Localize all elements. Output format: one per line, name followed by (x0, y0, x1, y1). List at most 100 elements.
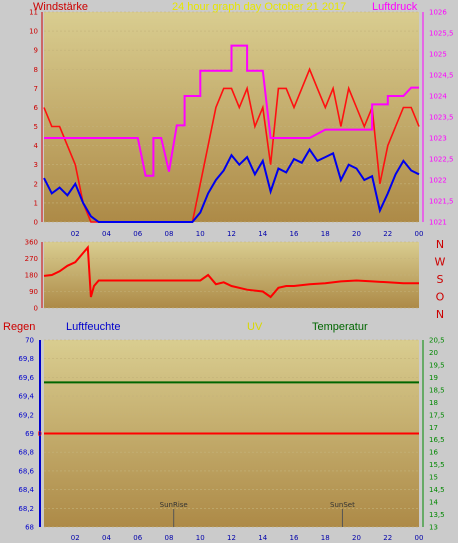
temperature-tick-label: 13,5 (429, 511, 445, 519)
hour-tick-label: 22 (383, 230, 392, 238)
pressure-tick-label: 1023,5 (429, 114, 454, 122)
compass-label: S (437, 273, 444, 286)
hour-tick-label: 06 (133, 230, 142, 238)
pressure-tick-label: 1021 (429, 219, 447, 227)
temperature-tick-label: 18,5 (429, 386, 445, 394)
temperature-tick-label: 15 (429, 474, 438, 482)
rain-value-label: 0 (38, 430, 42, 438)
hour-tick-label: 08 (165, 534, 174, 542)
hour-tick-label: 16 (290, 230, 299, 238)
pressure-tick-label: 1023 (429, 135, 447, 143)
wind-average-line (43, 147, 420, 223)
humidity-tick-label: 68,6 (18, 467, 34, 475)
humidity-label: Luftfeuchte (66, 321, 121, 333)
pressure-tick-label: 1022 (429, 177, 447, 185)
direction-tick-label: 0 (34, 305, 38, 313)
sunset-label: SunSet (330, 501, 355, 509)
humidity-tick-label: 69,8 (18, 355, 34, 363)
direction-tick-label: 180 (25, 272, 38, 280)
temperature-tick-label: 20 (429, 349, 438, 357)
temperature-tick-label: 16,5 (429, 436, 445, 444)
hour-tick-label: 04 (102, 230, 111, 238)
hour-tick-label: 14 (258, 230, 267, 238)
humidity-tick-label: 68,8 (18, 449, 34, 457)
temperature-tick-label: 20,5 (429, 337, 445, 345)
wind-tick-label: 8 (34, 66, 38, 74)
humidity-tick-label: 68,2 (18, 505, 34, 513)
pressure-tick-label: 1026 (429, 9, 447, 17)
rain-label: Regen (3, 321, 36, 333)
compass-label: N (436, 238, 444, 251)
temperature-tick-label: 18 (429, 399, 438, 407)
hour-tick-label: 12 (227, 230, 236, 238)
wind-tick-label: 5 (34, 123, 38, 131)
hour-tick-label: 10 (196, 230, 205, 238)
hour-tick-label: 20 (352, 230, 361, 238)
hour-tick-label: 04 (102, 534, 111, 542)
direction-tick-label: 90 (29, 288, 38, 296)
hour-tick-label: 18 (321, 534, 330, 542)
hour-tick-label: 16 (290, 534, 299, 542)
humidity-tick-label: 69,2 (18, 411, 34, 419)
wind-tick-label: 1 (34, 199, 38, 207)
pressure-tick-label: 1024,5 (429, 72, 454, 80)
hour-tick-label: 18 (321, 230, 330, 238)
humidity-tick-label: 68 (25, 524, 34, 532)
temperature-tick-label: 17,5 (429, 411, 445, 419)
pressure-tick-label: 1024 (429, 93, 447, 101)
hour-tick-label: 02 (71, 534, 80, 542)
hour-tick-label: 00 (415, 230, 424, 238)
hour-tick-label: 12 (227, 534, 236, 542)
pressure-tick-label: 1025,5 (429, 30, 454, 38)
sunrise-label: SunRise (160, 501, 188, 509)
humidity-tick-label: 69,6 (18, 374, 34, 382)
wind-tick-label: 11 (29, 9, 38, 17)
chart-title: 24 hour graph day October 21 2017 (172, 1, 347, 13)
compass-label: N (436, 308, 444, 321)
wind-plot-area (44, 12, 419, 222)
pressure-tick-label: 1021,5 (429, 198, 454, 206)
temperature-tick-label: 15,5 (429, 461, 445, 469)
hour-tick-label: 02 (71, 230, 80, 238)
pressure-tick-label: 1025 (429, 51, 447, 59)
pressure-line (44, 44, 419, 177)
temperature-tick-label: 14 (429, 499, 438, 507)
uv-label: UV (247, 321, 263, 333)
humidity-tick-label: 69 (25, 430, 34, 438)
humidity-tick-label: 68,4 (18, 486, 34, 494)
temperature-tick-label: 19,5 (429, 361, 445, 369)
wind-tick-label: 3 (34, 161, 38, 169)
temperature-tick-label: 19 (429, 374, 438, 382)
wind-tick-label: 0 (34, 219, 38, 227)
wind-tick-label: 10 (29, 28, 38, 36)
direction-tick-label: 270 (25, 255, 38, 263)
hour-tick-label: 06 (133, 534, 142, 542)
pressure-tick-label: 1022,5 (429, 156, 454, 164)
hour-tick-label: 20 (352, 534, 361, 542)
hour-tick-label: 14 (258, 534, 267, 542)
direction-tick-label: 360 (25, 239, 38, 247)
compass-label: W (435, 256, 446, 269)
hour-tick-label: 10 (196, 534, 205, 542)
wind-tick-label: 4 (34, 142, 39, 150)
wind-axis-label: Windstärke (33, 1, 89, 13)
hour-tick-label: 22 (383, 534, 392, 542)
temperature-label: Temperatur (312, 321, 368, 333)
wind-direction-line (43, 244, 419, 299)
wind-tick-label: 2 (34, 180, 38, 188)
humidity-tick-label: 69,4 (18, 393, 34, 401)
pressure-axis-label: Luftdruck (372, 1, 418, 13)
wind-tick-label: 6 (34, 104, 39, 112)
temperature-tick-label: 14,5 (429, 486, 445, 494)
hour-tick-label: 08 (165, 230, 174, 238)
temperature-tick-label: 17 (429, 424, 438, 432)
wind-tick-label: 9 (34, 47, 38, 55)
temperature-tick-label: 16 (429, 449, 438, 457)
hour-tick-label: 00 (415, 534, 424, 542)
compass-label: O (436, 291, 445, 304)
humidity-tick-label: 70 (25, 337, 34, 345)
wind-tick-label: 7 (34, 85, 38, 93)
temperature-tick-label: 13 (429, 524, 438, 532)
